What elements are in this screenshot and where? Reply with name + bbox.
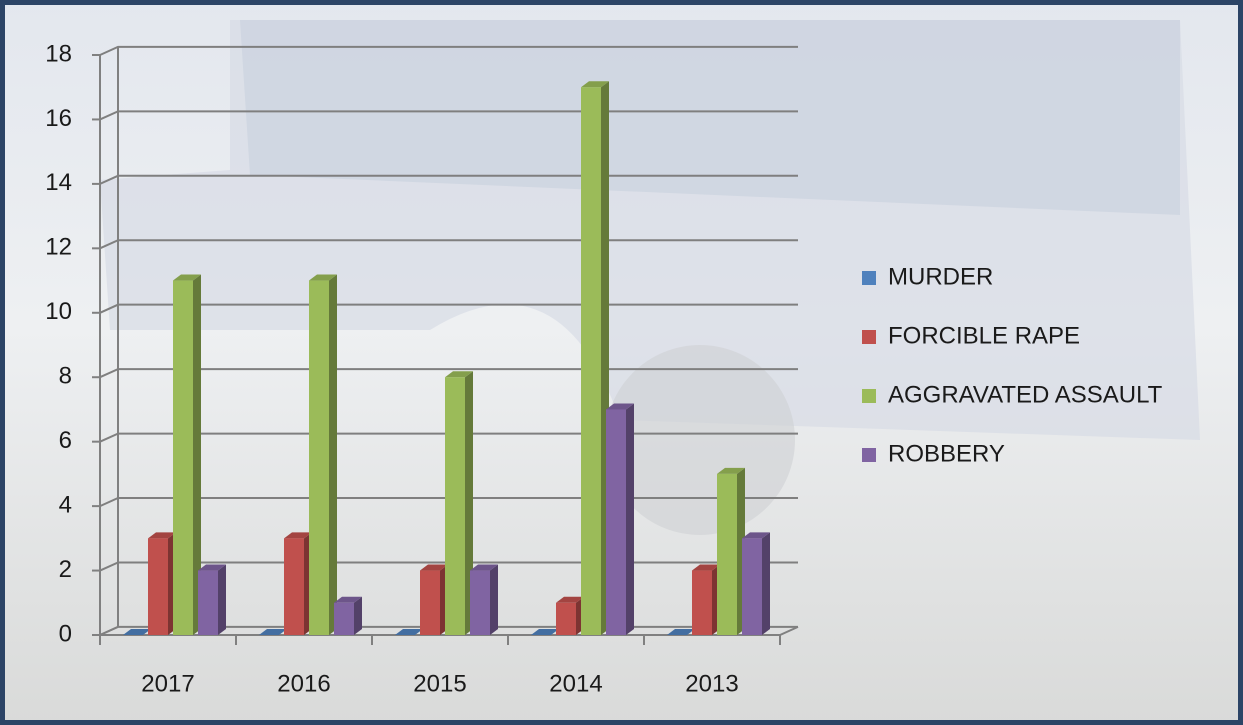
bar: [284, 538, 304, 635]
bar-top: [395, 629, 423, 635]
bar-top: [581, 81, 609, 88]
x-tick-label: 2017: [141, 670, 194, 697]
bar-top: [309, 274, 337, 281]
y-tick-label: 16: [45, 105, 72, 132]
bar-top: [334, 596, 362, 603]
bar-side: [354, 596, 362, 635]
legend-marker: [862, 330, 876, 344]
y-tick-label: 12: [45, 234, 72, 261]
bar-top: [148, 532, 176, 539]
bar: [692, 570, 712, 635]
grid-line: [99, 497, 798, 508]
y-tick-label: 8: [59, 363, 72, 390]
grid-line: [99, 432, 798, 443]
y-tick-label: 18: [45, 40, 72, 67]
bar: [606, 409, 626, 635]
bar: [445, 377, 465, 635]
y-tick-label: 14: [45, 169, 72, 196]
bar: [742, 538, 762, 635]
legend-marker: [862, 448, 876, 462]
bar-top: [173, 274, 201, 281]
grid-line: [99, 174, 798, 185]
legend-marker: [862, 389, 876, 403]
y-tick-label: 6: [59, 427, 72, 454]
grid-line: [99, 239, 798, 250]
background-van-top: [240, 20, 1180, 215]
bar-top: [445, 371, 473, 378]
bar: [556, 602, 576, 635]
background-wheel: [605, 345, 795, 535]
bar-side: [490, 564, 498, 635]
bar: [173, 280, 193, 635]
grid-line: [99, 303, 798, 314]
bar-top: [259, 629, 287, 635]
bar-side: [218, 564, 226, 635]
bar-top: [742, 532, 770, 539]
bar-side: [329, 274, 337, 635]
bar-top: [667, 629, 695, 635]
grid-line: [99, 561, 798, 572]
bar: [717, 473, 737, 635]
bar: [581, 87, 601, 635]
x-tick-label: 2016: [277, 670, 330, 697]
y-tick-label: 0: [59, 620, 72, 647]
legend-label: AGGRAVATED ASSAULT: [888, 381, 1163, 408]
legend-label: FORCIBLE RAPE: [888, 322, 1080, 349]
bar-top: [470, 564, 498, 571]
bar-top: [420, 564, 448, 571]
grid-line: [99, 368, 798, 379]
bar-top: [198, 564, 226, 571]
bar: [148, 538, 168, 635]
bar: [198, 570, 218, 635]
bar-top: [531, 629, 559, 635]
bar-top: [284, 532, 312, 539]
bar-side: [762, 532, 770, 635]
bar-top: [717, 467, 745, 474]
x-tick-label: 2014: [549, 670, 602, 697]
bar-side: [465, 371, 473, 635]
bar-side: [193, 274, 201, 635]
bar: [470, 570, 490, 635]
legend-label: MURDER: [888, 263, 993, 290]
y-tick-label: 4: [59, 491, 72, 518]
y-tick-label: 2: [59, 556, 72, 583]
legend-label: ROBBERY: [888, 440, 1005, 467]
bar: [420, 570, 440, 635]
legend-marker: [862, 271, 876, 285]
bar: [309, 280, 329, 635]
x-tick-label: 2015: [413, 670, 466, 697]
grid-line: [99, 45, 798, 56]
x-tick-label: 2013: [685, 670, 738, 697]
bar: [334, 602, 354, 635]
bar-side: [626, 403, 634, 635]
bar-top: [556, 596, 584, 603]
bar-top: [606, 403, 634, 410]
y-tick-label: 10: [45, 298, 72, 325]
bar-top: [692, 564, 720, 571]
grid-line: [99, 110, 798, 121]
bar-top: [123, 629, 151, 635]
